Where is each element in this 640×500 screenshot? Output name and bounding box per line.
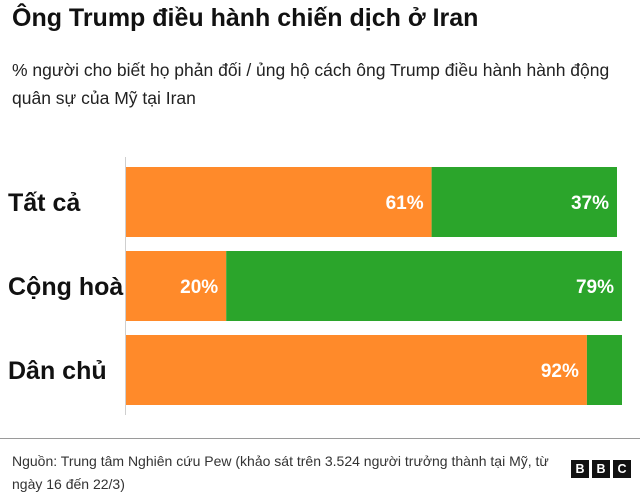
data-label: 79% [576,277,614,298]
chart-title: Ông Trump điều hành chiến dịch ở Iran [12,4,479,32]
bar-segment [431,167,617,237]
bbc-logo-letter: B [592,460,610,478]
bar-segment [586,335,622,405]
source-note: Nguồn: Trung tâm Nghiên cứu Pew (khảo sá… [12,453,549,492]
stacked-bar-chart: Tất cả 61% 37% Cộng hoà 20% 79% Dân chủ 92% [8,157,622,415]
bbc-logo-letter: C [613,460,631,478]
chart-subtitle: % người cho biết họ phản đối / ủng hộ cá… [12,60,610,108]
bar-segment [226,251,622,321]
footer-divider [0,438,640,439]
bbc-logo-letter: B [571,460,589,478]
chart-area: Tất cả 61% 37% Cộng hoà 20% 79% Dân chủ 92% [0,155,640,415]
data-label: 37% [571,193,609,214]
data-label: 20% [180,277,218,298]
category-label: Dân chủ [8,357,107,385]
bar-segment [126,335,587,405]
data-label: 61% [386,193,424,214]
bar-segment [126,167,432,237]
bar-segment [126,251,227,321]
data-label: 92% [541,361,579,382]
category-label: Tất cả [8,189,81,217]
bbc-logo: B B C [571,460,631,478]
category-label: Cộng hoà [8,273,123,301]
